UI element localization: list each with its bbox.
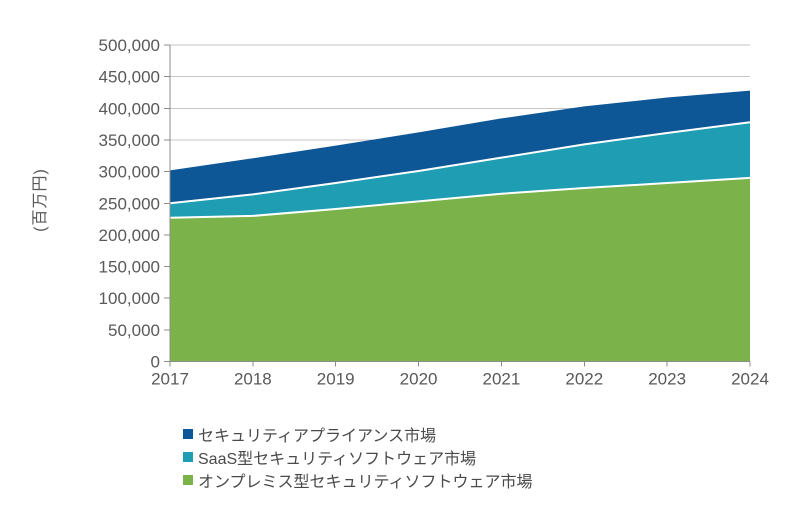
series-boundary-line	[169, 121, 751, 205]
y-axis-tick-label: 400,000	[99, 99, 160, 118]
y-axis-tick-label: 100,000	[99, 289, 160, 308]
legend-label: セキュリティアプライアンス市場	[198, 428, 437, 445]
legend-label: SaaS型セキュリティソフトウェア市場	[198, 451, 477, 468]
y-axis-tick-label: 300,000	[99, 163, 160, 182]
legend-item-saas-security-software: SaaS型セキュリティソフトウェア市場	[183, 446, 533, 468]
y-axis-tick-label: 150,000	[99, 258, 160, 277]
x-axis-tick-label: 2023	[648, 370, 686, 389]
x-axis-tick-label: 2018	[234, 370, 272, 389]
y-axis-tick-label: 450,000	[99, 68, 160, 87]
x-axis-tick-label: 2019	[317, 370, 355, 389]
x-axis-tick-label: 2021	[483, 370, 521, 389]
x-axis-tick-label: 2017	[151, 370, 189, 389]
series-boundary-line	[169, 176, 751, 219]
y-axis-tick-label: 500,000	[99, 36, 160, 55]
y-axis-tick-label: 0	[151, 353, 160, 372]
legend-item-security-appliance: セキュリティアプライアンス市場	[183, 423, 533, 445]
x-axis-tick-label: 2022	[565, 370, 603, 389]
area-security-appliance	[170, 90, 750, 204]
y-axis-tick-label: 350,000	[99, 131, 160, 150]
legend-swatch-icon	[183, 452, 193, 462]
x-axis-tick-label: 2024	[731, 370, 769, 389]
legend-swatch-icon	[183, 475, 193, 485]
y-axis-tick-label: 250,000	[99, 194, 160, 213]
y-axis-title: (百万円)	[32, 168, 49, 232]
area-saas-security-software	[170, 122, 750, 218]
legend-label: オンプレミス型セキュリティソフトウェア市場	[198, 474, 533, 491]
area-onpremise-security-software	[170, 177, 750, 362]
legend-swatch-icon	[183, 429, 193, 439]
y-axis-tick-label: 50,000	[108, 321, 160, 340]
x-axis-tick-label: 2020	[400, 370, 438, 389]
chart-legend: セキュリティアプライアンス市場 SaaS型セキュリティソフトウェア市場 オンプレ…	[183, 423, 533, 491]
legend-item-onpremise-security-software: オンプレミス型セキュリティソフトウェア市場	[183, 469, 533, 491]
y-axis-tick-label: 200,000	[99, 226, 160, 245]
